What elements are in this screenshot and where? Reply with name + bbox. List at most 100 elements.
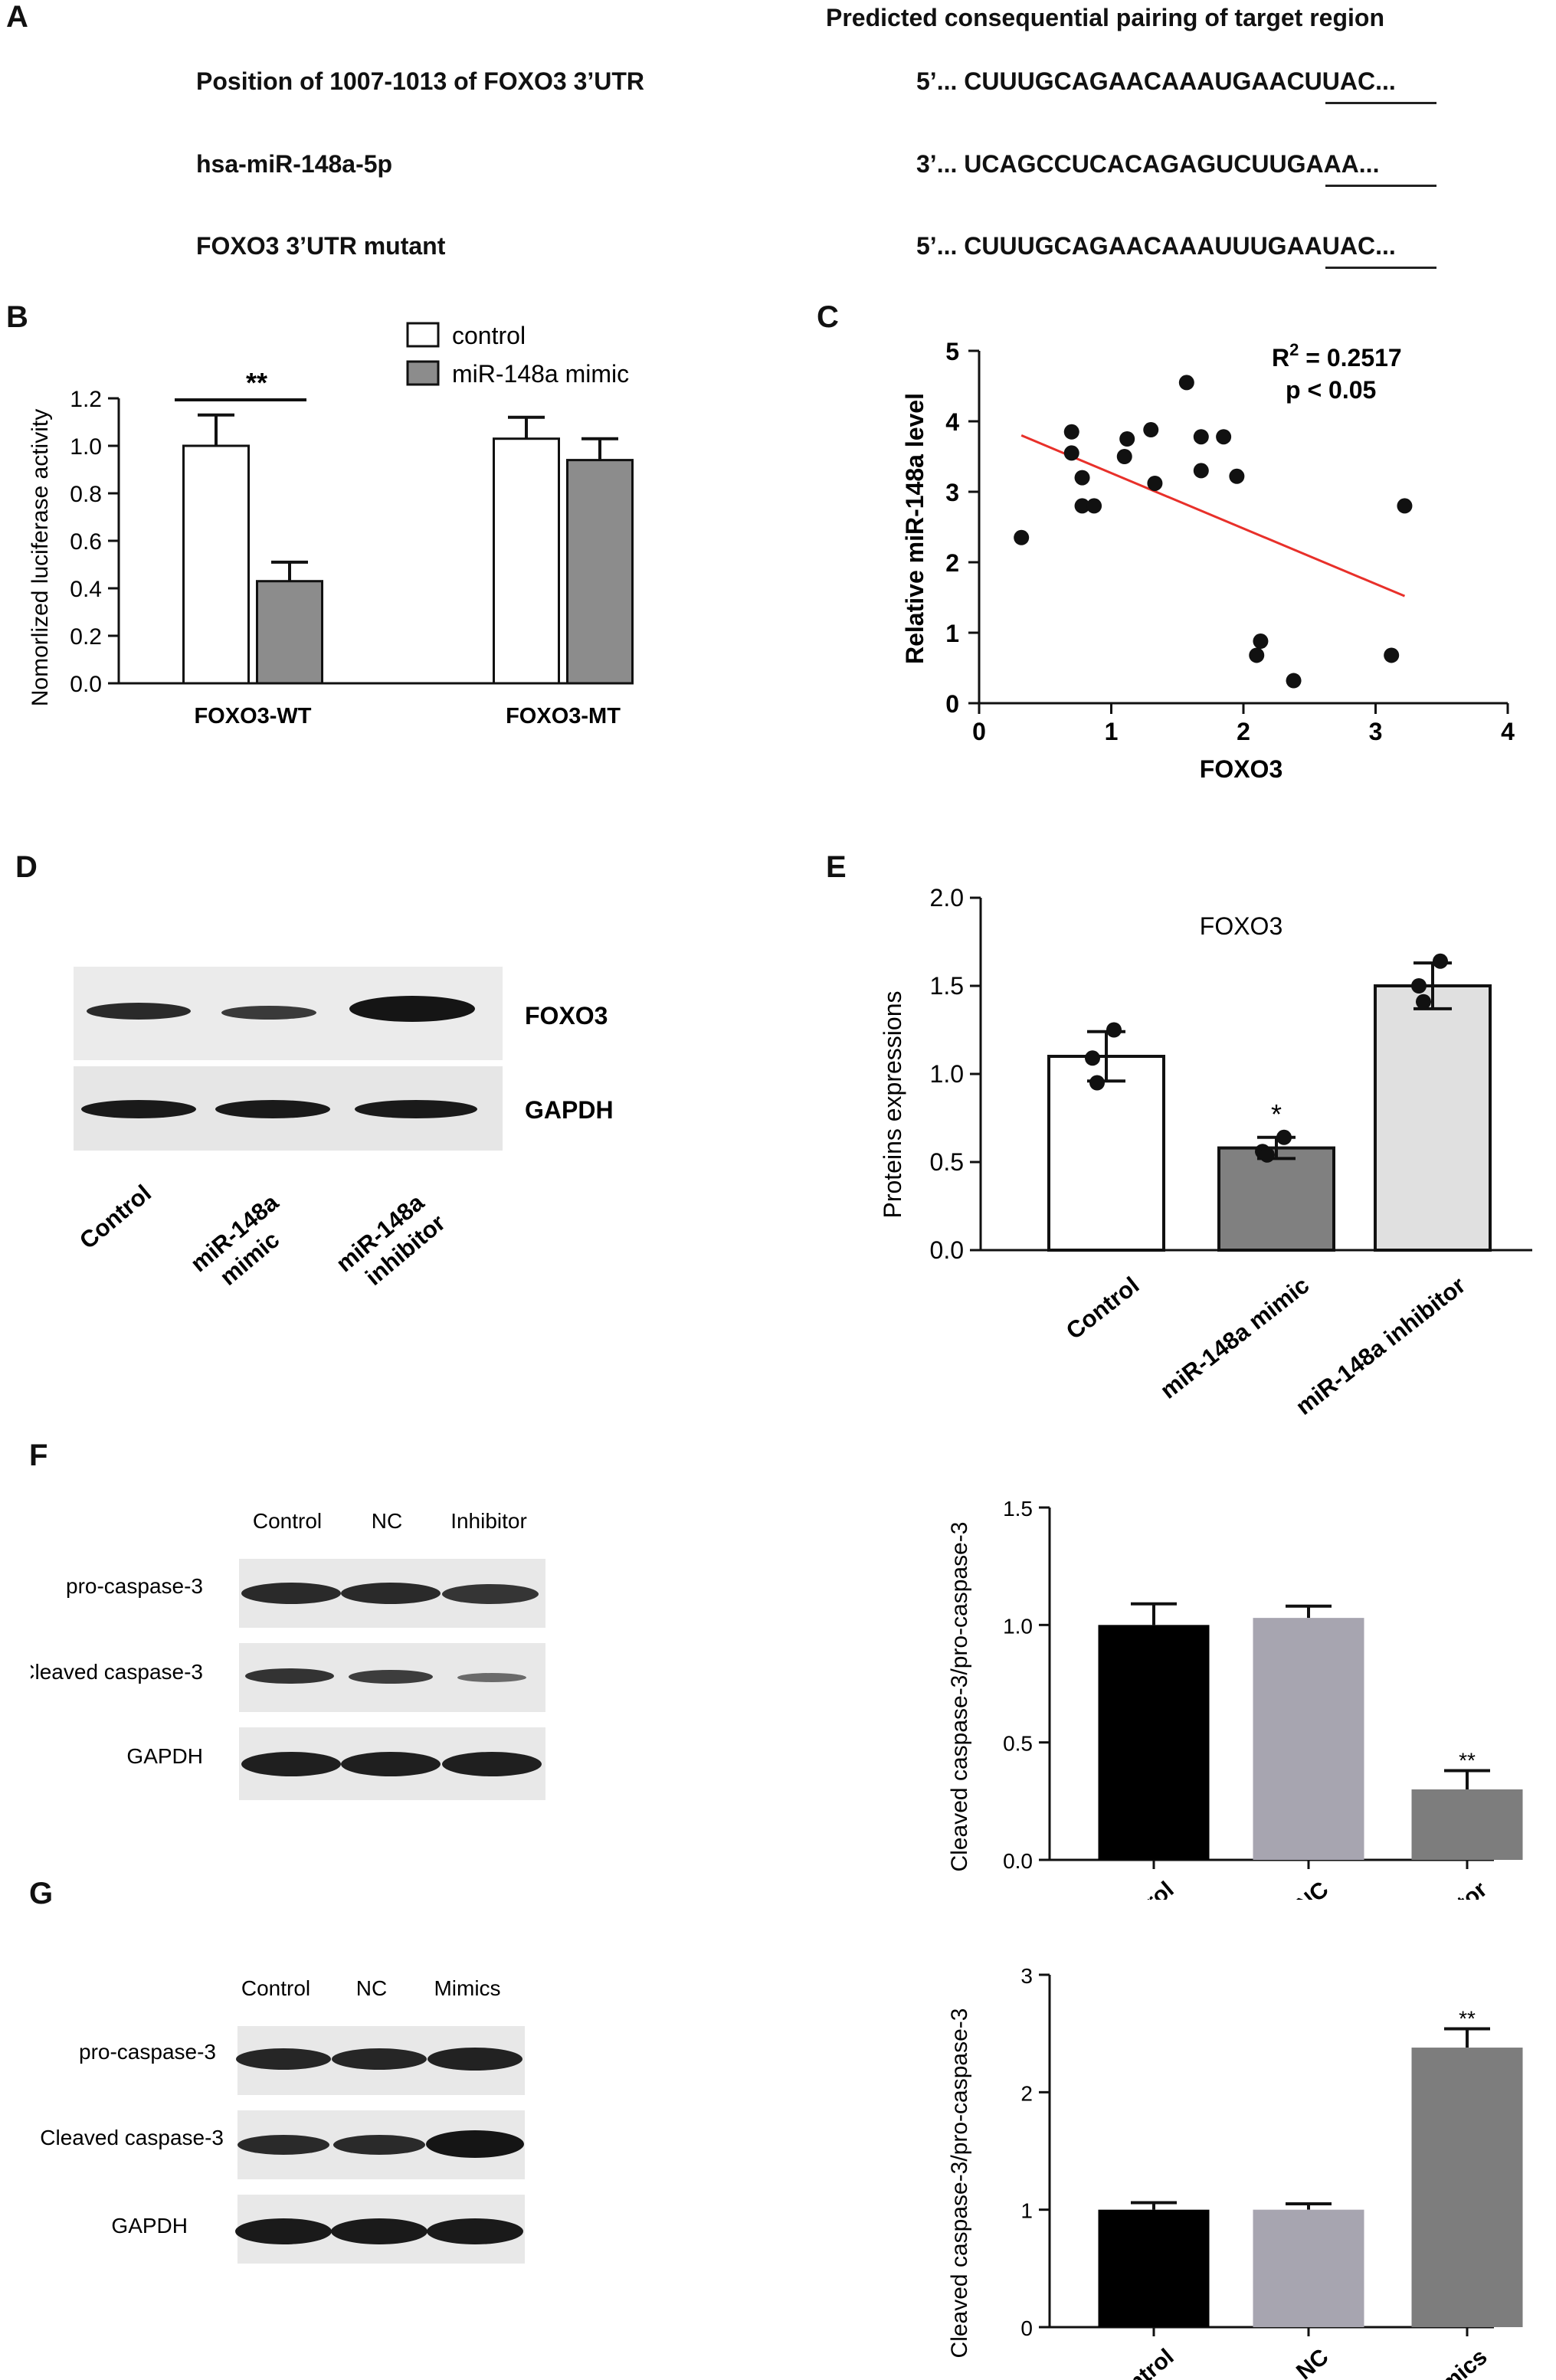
panel-label-f: F: [29, 1439, 48, 1472]
scatter-point: [1397, 498, 1413, 514]
y-tick-label: 0.0: [70, 672, 102, 697]
x-tick-label: 2: [1237, 718, 1250, 745]
data-point: [1106, 1022, 1122, 1038]
chart-e-plot: 0.0 0.5 1.0 1.5 2.0 Control * miR-148a mimicmiR…: [930, 884, 1532, 1420]
x-tick-label: Control: [1100, 2344, 1179, 2380]
legend-swatch-control: [406, 322, 440, 348]
bar-miR-148a-mimic: [1217, 1146, 1335, 1252]
significance-marker: **: [1459, 2007, 1476, 2031]
x-tick-label: miR-148a inhibitor: [1291, 1272, 1471, 1420]
band-foxo3-control: [87, 1003, 191, 1020]
data-point: [1085, 1050, 1100, 1066]
p-value-annotation: p < 0.05: [1286, 376, 1376, 404]
legend-label-mimic: miR-148a mimic: [452, 360, 629, 388]
blot-f-lane-nc: NC: [372, 1509, 402, 1533]
blot-d: [74, 967, 503, 1154]
x-tick-label: FOXO3-MT: [506, 704, 621, 728]
scatter-point: [1063, 424, 1079, 440]
row-sequence-2: 3’... UCAGCCUCACAGAGUCUUGAAA...: [916, 150, 1380, 178]
legend-label-control: control: [452, 322, 526, 349]
band-g-gapdh-2: [331, 2218, 427, 2244]
chart-c: 0 1 2 3 4 5 0 1 2 3 4 Relative miR-148a level FOXO…: [901, 338, 1515, 783]
scatter-point: [1147, 475, 1163, 491]
x-tick-label: 3: [1369, 718, 1383, 745]
data-point: [1089, 1075, 1105, 1091]
y-tick-label: 0.5: [930, 1148, 964, 1176]
y-tick-label: 0: [945, 690, 959, 718]
blot-g: Control NC Mimics pro-caspase-3 Cleaved …: [40, 1976, 525, 2264]
blot-g-row-cleaved: Cleaved caspase-3: [40, 2126, 224, 2149]
data-point: [1433, 953, 1448, 969]
significance-marker: **: [246, 367, 267, 398]
y-tick-label: 0.6: [70, 529, 102, 555]
x-tick-label: Control: [1061, 1272, 1144, 1344]
row-sequence-3: 5’... CUUUGCAGAACAAAUUUGAAUAC...: [916, 232, 1396, 260]
blot-d-lane-mimic: miR-148amimic: [185, 1188, 303, 1299]
band-gapdh-mimic: [215, 1100, 330, 1118]
bar-control-FOXO3-WT: [182, 444, 250, 685]
bar-Mimics: [1411, 2048, 1523, 2327]
scatter-point: [1119, 431, 1135, 447]
scatter-point: [1116, 449, 1132, 464]
data-point: [1260, 1147, 1275, 1163]
blot-d-lane-inhibitor: miR-148ainhibitor: [331, 1187, 450, 1299]
scatter-point: [1229, 468, 1245, 484]
legend-swatch-mimic: [406, 360, 440, 386]
y-tick-label: 4: [945, 408, 959, 436]
y-tick-label: 0.4: [70, 577, 102, 602]
y-tick-label: 3: [945, 479, 959, 506]
scatter-point: [1074, 498, 1090, 514]
scatter-point: [1014, 529, 1030, 545]
blot-f-lane-control: Control: [253, 1509, 322, 1533]
chart-f: 0.0 0.5 1.0 1.5 Control NC ** Inhibitor Cleaved…: [947, 1497, 1523, 1900]
x-tick-label: FOXO3-WT: [194, 704, 311, 728]
scatter-point: [1143, 422, 1159, 438]
band-g-gapdh-3: [427, 2218, 523, 2244]
chart-g-plot: 0 1 2 3 Control NC ** Mimics: [1020, 1964, 1523, 2380]
y-tick-label: 2: [945, 549, 959, 577]
pairing-title: Predicted consequential pairing of targe…: [826, 4, 1384, 31]
x-tick-label: 1: [1105, 718, 1119, 745]
scatter-point: [1063, 445, 1079, 461]
scatter-point: [1384, 647, 1400, 663]
y-tick-label: 1.0: [930, 1060, 964, 1088]
chart-b-plot: 0.0 0.2 0.4 0.6 0.8 1.0 1.2 FOXO3-WT FOXO3-MT **: [70, 367, 634, 728]
scatter-point: [1253, 633, 1269, 650]
y-tick-label: 1: [945, 620, 959, 647]
chart-b-ylabel: Nomorlized luciferase activity: [28, 409, 53, 706]
blot-f-lane-inhibitor: Inhibitor: [450, 1509, 527, 1533]
x-tick-label: Inhibitor: [1405, 1877, 1492, 1900]
bar-miR-148a-mimic-FOXO3-WT: [256, 580, 323, 685]
chart-e: 0.0 0.5 1.0 1.5 2.0 Control * miR-148a mimicmiR…: [879, 884, 1532, 1420]
blot-g-row-gapdh: GAPDH: [111, 2214, 188, 2238]
seed-underline-3: [1325, 267, 1436, 269]
blot-g-lane-control: Control: [241, 1976, 310, 2000]
band-g-pro-3: [427, 2048, 522, 2071]
scatter-point: [1086, 498, 1102, 514]
blot-g-lane-mimics: Mimics: [434, 1976, 500, 2000]
blot-d-row-foxo3: FOXO3: [525, 1002, 608, 1030]
bar-Control: [1047, 1055, 1165, 1252]
band-f-pro-3: [442, 1584, 539, 1604]
panel-label-c: C: [817, 300, 839, 334]
scatter-point: [1249, 647, 1265, 663]
y-tick-label: 3: [1020, 1964, 1033, 1988]
x-tick-label: miR-148a mimic: [1155, 1272, 1315, 1404]
r-squared-annotation: R2 = 0.2517: [1272, 340, 1402, 372]
scatter-point: [1193, 429, 1209, 445]
bar-miR-148a-inhibitor: [1374, 984, 1492, 1252]
chart-e-ylabel: Proteins expressions: [879, 990, 906, 1218]
band-f-gapdh-3: [442, 1752, 542, 1776]
band-f-cleaved-1: [245, 1668, 334, 1684]
y-tick-label: 0.2: [70, 624, 102, 650]
bar-Control: [1098, 2209, 1210, 2327]
scatter-point: [1074, 470, 1090, 486]
seed-underline-1: [1325, 102, 1436, 104]
scatter-point: [1216, 429, 1232, 445]
y-tick-label: 1.5: [930, 972, 964, 1000]
y-tick-label: 1.0: [1003, 1614, 1033, 1638]
panel-label-a: A: [6, 0, 28, 34]
band-g-pro-2: [332, 2048, 427, 2070]
scatter-point: [1286, 673, 1302, 689]
